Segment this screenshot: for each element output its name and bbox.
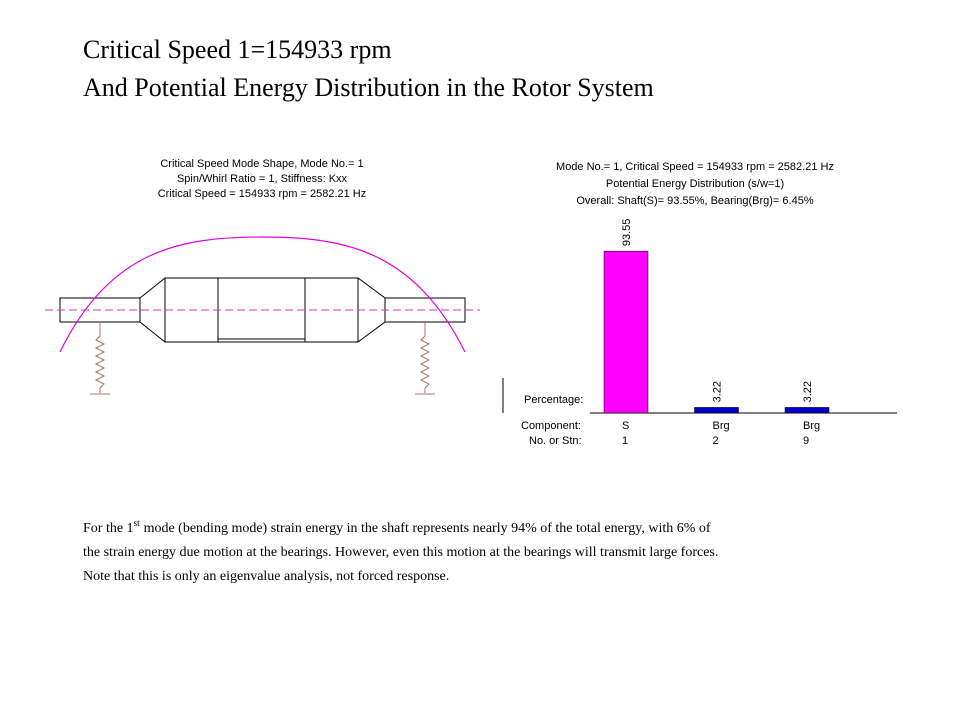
text-line: Note that this is only an eigenvalue ana… bbox=[83, 569, 449, 584]
diagram-title: Critical Speed = 154933 rpm = 2582.21 Hz bbox=[158, 188, 367, 200]
chart-title: Overall: Shaft(S)= 93.55%, Bearing(Brg)=… bbox=[576, 195, 813, 207]
text-line: For the 1st mode (bending mode) strain en… bbox=[83, 518, 711, 536]
row-label: Component: bbox=[521, 420, 581, 432]
y-label: Percentage: bbox=[524, 394, 583, 406]
bar-chart: Mode No.= 1, Critical Speed = 154933 rpm… bbox=[502, 161, 897, 447]
category-label: Brg bbox=[713, 420, 730, 432]
category-label: Brg bbox=[803, 420, 820, 432]
superscript: st bbox=[134, 518, 141, 528]
diagram-title: Critical Speed Mode Shape, Mode No.= 1 bbox=[160, 158, 363, 170]
bar bbox=[694, 407, 739, 414]
paragraph: For the 1st mode (bending mode) strain en… bbox=[83, 518, 718, 584]
station-label: 2 bbox=[713, 435, 719, 447]
text: For the 1 bbox=[83, 521, 134, 536]
bar bbox=[603, 250, 649, 414]
value-label: 3.22 bbox=[802, 381, 814, 402]
text: mode (bending mode) strain energy in the… bbox=[144, 521, 711, 536]
category-label: S bbox=[622, 420, 629, 432]
value-label: 93.55 bbox=[621, 219, 633, 247]
row-label: No. or Stn: bbox=[529, 435, 582, 447]
value-label: 3.22 bbox=[712, 381, 724, 402]
slide-title: And Potential Energy Distribution in the… bbox=[83, 73, 654, 102]
text-line: the strain energy due motion at the bear… bbox=[83, 545, 718, 560]
bar bbox=[784, 407, 830, 414]
slide-title: Critical Speed 1=154933 rpm bbox=[83, 35, 392, 64]
chart-title: Mode No.= 1, Critical Speed = 154933 rpm… bbox=[556, 161, 834, 173]
station-label: 1 bbox=[622, 435, 628, 447]
diagram-title: Spin/Whirl Ratio = 1, Stiffness: Kxx bbox=[177, 173, 348, 185]
chart-title: Potential Energy Distribution (s/w=1) bbox=[606, 178, 784, 190]
mode-shape-diagram: Critical Speed Mode Shape, Mode No.= 1 S… bbox=[45, 158, 480, 395]
station-label: 9 bbox=[803, 435, 809, 447]
